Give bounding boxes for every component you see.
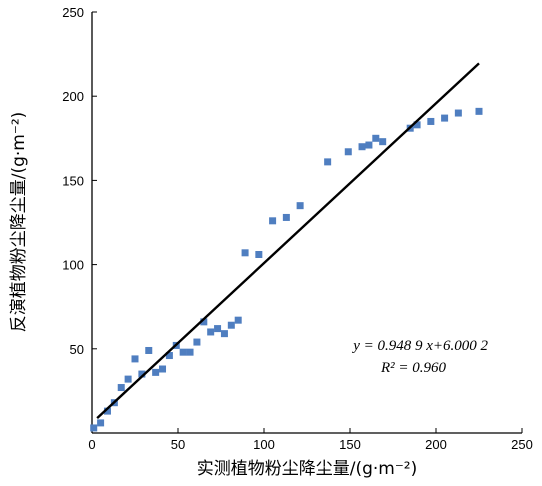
data-point bbox=[138, 370, 146, 378]
data-point bbox=[454, 109, 462, 117]
data-point bbox=[103, 407, 111, 415]
fit-line-group bbox=[96, 62, 480, 419]
y-tick-label: 200 bbox=[62, 89, 84, 104]
data-point bbox=[227, 321, 235, 329]
data-point bbox=[427, 117, 435, 125]
x-tick-label: 100 bbox=[253, 437, 275, 452]
data-point bbox=[165, 352, 173, 360]
data-point bbox=[365, 141, 373, 149]
data-point bbox=[200, 318, 208, 326]
x-tick-label: 200 bbox=[425, 437, 447, 452]
regression-equation: y = 0.948 9 x+6.000 2 bbox=[351, 338, 488, 354]
x-tick-label: 150 bbox=[339, 437, 361, 452]
data-point bbox=[179, 348, 187, 356]
data-point bbox=[344, 148, 352, 156]
ticks bbox=[91, 11, 523, 433]
data-point bbox=[207, 328, 215, 336]
y-tick-label: 50 bbox=[70, 342, 84, 357]
data-point bbox=[255, 250, 263, 258]
x-tick-label: 0 bbox=[88, 437, 95, 452]
data-point bbox=[186, 348, 194, 356]
data-point bbox=[241, 249, 249, 257]
data-point bbox=[214, 325, 222, 333]
axes bbox=[91, 12, 522, 434]
data-point bbox=[413, 121, 421, 129]
data-point bbox=[131, 355, 139, 363]
data-point bbox=[145, 346, 153, 354]
x-tick-label: 250 bbox=[511, 437, 533, 452]
y-tick-label: 150 bbox=[62, 173, 84, 188]
data-point bbox=[441, 114, 449, 122]
x-axis-title: 实测植物粉尘降尘量/(g·m⁻²) bbox=[197, 459, 418, 479]
data-point bbox=[152, 368, 160, 376]
data-point bbox=[193, 338, 201, 346]
tick-labels: 0 50 100 150 200 250 50 100 150 200 250 bbox=[62, 5, 533, 452]
data-point bbox=[159, 365, 167, 373]
data-point bbox=[97, 419, 105, 427]
data-point bbox=[269, 217, 277, 225]
r-squared-label: R² = 0.960 bbox=[380, 360, 447, 376]
data-point bbox=[296, 202, 304, 210]
data-point bbox=[379, 138, 387, 146]
y-tick-label: 100 bbox=[62, 258, 84, 273]
data-point bbox=[324, 158, 332, 166]
data-point bbox=[475, 107, 483, 115]
data-point bbox=[124, 375, 132, 383]
fit-line bbox=[96, 62, 480, 419]
data-point bbox=[90, 424, 98, 432]
data-points bbox=[90, 107, 483, 432]
data-point bbox=[220, 330, 228, 338]
x-tick-label: 50 bbox=[171, 437, 185, 452]
y-axis-title: 反演植物粉尘降尘量/(g·m⁻²) bbox=[9, 112, 29, 333]
data-point bbox=[372, 134, 380, 142]
data-point bbox=[117, 384, 125, 392]
data-point bbox=[234, 316, 242, 324]
data-point bbox=[282, 213, 290, 221]
data-point bbox=[358, 143, 366, 151]
y-tick-label: 250 bbox=[62, 5, 84, 20]
